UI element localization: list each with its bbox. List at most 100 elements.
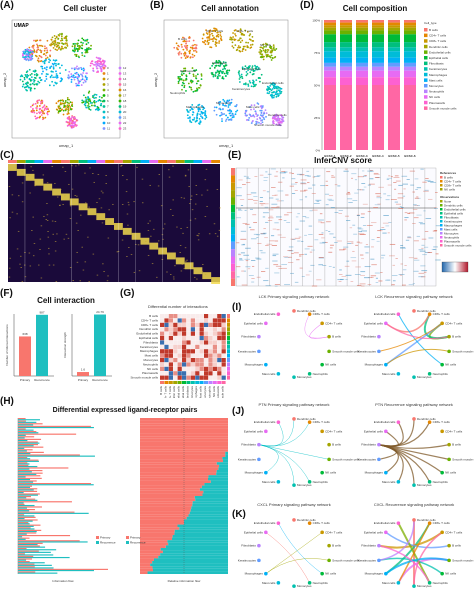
heat-speck <box>84 202 87 204</box>
heat-speck <box>201 194 203 196</box>
stack-segment <box>324 85 336 150</box>
umap-point <box>249 47 252 49</box>
heat-speck <box>47 236 50 238</box>
x-tick-label: BCSC-3 <box>356 154 367 158</box>
cnv-signal <box>379 230 383 232</box>
cnv-signal <box>348 202 353 203</box>
cnv-signal <box>399 274 403 276</box>
umap-point <box>186 47 189 49</box>
heat-speck <box>216 189 219 190</box>
relative-primary <box>140 529 175 533</box>
cnv-signal <box>263 176 269 178</box>
legend-label: 6 <box>107 99 109 103</box>
cluster-bar <box>211 160 220 163</box>
umap-point <box>91 102 94 104</box>
umap-point <box>98 95 101 98</box>
umap-point <box>184 52 187 55</box>
umap-point <box>191 47 194 50</box>
cnv-signal <box>417 197 421 199</box>
umap-point <box>25 88 27 91</box>
cell-type-label: Endothelial cells <box>262 81 284 85</box>
umap-point <box>53 41 55 43</box>
cnv-signal <box>311 285 318 287</box>
legend-swatch <box>118 72 122 75</box>
umap-point <box>177 80 180 83</box>
cnv-signal <box>347 191 350 193</box>
umap-point <box>77 78 79 81</box>
umap-point <box>220 111 223 114</box>
node-label: Dendritic cells <box>417 417 436 421</box>
flow-bar-recurrence <box>18 562 45 564</box>
umap-point <box>200 110 203 113</box>
cnv-signal <box>418 249 424 251</box>
umap-point <box>191 118 194 121</box>
cnv-signal <box>253 200 258 202</box>
cnv-signal <box>243 270 246 272</box>
heat-cell <box>177 318 182 323</box>
heat-cell <box>221 318 226 323</box>
cnv-signal <box>371 264 377 266</box>
heat-cell <box>177 366 182 371</box>
legend-label: Epithelial cells <box>444 211 464 215</box>
node-label: Endothelial cells <box>254 521 276 525</box>
umap-point <box>84 80 87 83</box>
umap-point <box>26 84 29 87</box>
relative-recurrence <box>202 493 228 496</box>
cnv-signal <box>312 176 316 178</box>
umap-point <box>59 107 62 110</box>
relative-primary <box>140 555 159 559</box>
umap-point <box>50 70 53 73</box>
umap-point <box>261 115 264 118</box>
network-node <box>307 521 312 525</box>
legend-swatch <box>118 66 122 70</box>
umap-point <box>46 39 49 42</box>
umap-point <box>93 99 96 102</box>
heat-speck <box>213 223 216 225</box>
umap-point <box>192 90 195 93</box>
relative-recurrence <box>168 542 228 546</box>
cnv-signal <box>400 246 406 248</box>
umap-point <box>91 104 93 107</box>
heat-cell <box>212 314 217 319</box>
umap-point <box>274 83 276 86</box>
heat-cell <box>199 358 204 363</box>
network-node <box>440 362 444 367</box>
cnv-signal <box>281 264 288 265</box>
relative-primary <box>140 444 228 447</box>
cnv-signal <box>339 249 345 251</box>
stack-segment <box>324 20 336 23</box>
cnv-signal <box>262 212 269 214</box>
cnv-signal <box>271 195 277 196</box>
flow-bar-recurrence <box>18 523 30 525</box>
heat-speck <box>137 244 140 246</box>
umap-point <box>256 118 259 120</box>
umap-point <box>29 54 32 56</box>
relative-recurrence <box>152 566 228 569</box>
flow-bar-primary <box>18 470 43 472</box>
diff-interaction-heatmap: Differential number of interactions B ce… <box>130 304 230 398</box>
heat-cell <box>164 340 169 345</box>
flow-bar-recurrence <box>18 541 88 543</box>
cnv-signal <box>412 283 416 284</box>
network-node <box>292 375 296 379</box>
umap-point <box>81 52 83 54</box>
heat-cell <box>190 322 195 327</box>
umap-point <box>38 44 41 47</box>
umap-point <box>43 67 46 69</box>
cnv-signal <box>325 204 329 206</box>
heat-speck <box>198 233 200 235</box>
network-edge <box>397 313 443 366</box>
cnv-signal <box>362 170 365 172</box>
umap-point <box>82 81 85 84</box>
cnv-signal <box>245 260 249 262</box>
network-node <box>292 309 296 313</box>
umap-point <box>234 34 237 37</box>
legend-label: 9 <box>107 116 109 120</box>
network-edge <box>304 314 330 339</box>
umap-point <box>51 36 54 39</box>
umap-point <box>188 86 191 88</box>
cnv-signal <box>238 253 241 255</box>
umap-point <box>247 83 250 86</box>
umap-point <box>228 99 231 102</box>
umap-point <box>45 105 48 108</box>
